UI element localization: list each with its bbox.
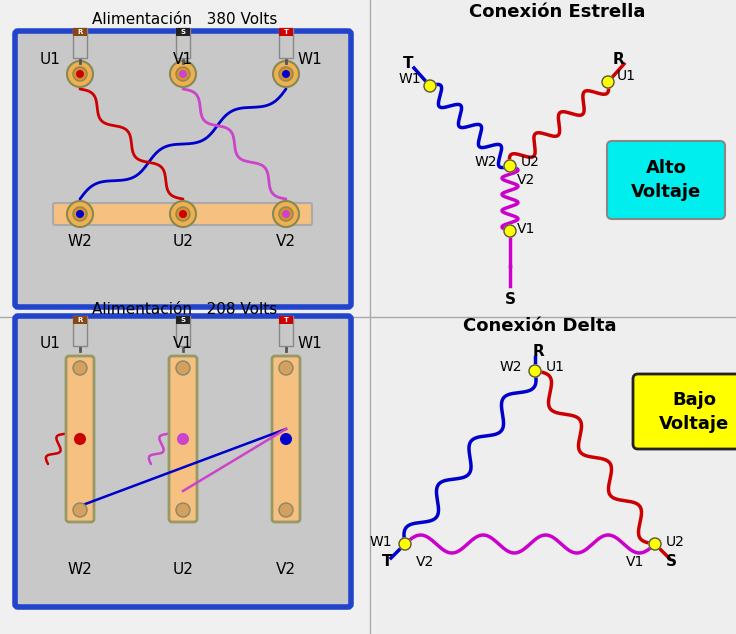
FancyBboxPatch shape [15,316,351,607]
Text: Conexión Delta: Conexión Delta [463,317,617,335]
Text: V2: V2 [416,555,434,569]
Text: Bajo
Voltaje: Bajo Voltaje [659,391,729,433]
Bar [279,28,293,36]
Text: U2: U2 [665,535,684,549]
Text: W1: W1 [399,72,421,86]
Text: U1: U1 [617,69,635,83]
Bar [176,316,190,324]
Text: W1: W1 [297,51,322,67]
Bar [279,28,293,58]
Text: U1: U1 [40,51,60,67]
Bar [279,316,293,346]
Text: U1: U1 [40,337,60,351]
Circle shape [176,503,190,517]
Text: V1: V1 [626,555,644,569]
Bar [375,0,736,317]
Circle shape [424,80,436,92]
Text: W2: W2 [500,360,523,374]
Circle shape [279,67,293,81]
Circle shape [73,207,87,221]
Circle shape [76,70,84,78]
Circle shape [177,433,189,445]
Circle shape [73,361,87,375]
Circle shape [279,361,293,375]
Circle shape [282,210,290,218]
Circle shape [170,201,196,227]
Text: W2: W2 [475,155,498,169]
Text: W1: W1 [297,337,322,351]
Text: R: R [77,29,82,35]
Circle shape [74,433,86,445]
Bar [279,316,293,324]
Text: S: S [180,317,185,323]
Bar [176,316,190,346]
Text: T: T [283,317,289,323]
Text: T: T [283,29,289,35]
Text: R: R [612,53,624,67]
FancyBboxPatch shape [633,374,736,449]
FancyBboxPatch shape [53,203,312,225]
Text: U1: U1 [545,360,565,374]
Text: U2: U2 [172,235,194,250]
Text: Alto
Voltaje: Alto Voltaje [631,159,701,201]
Bar [73,28,87,36]
Text: V2: V2 [276,235,296,250]
Circle shape [76,210,84,218]
Bar [176,28,190,36]
Circle shape [67,201,93,227]
Bar [176,28,190,58]
Circle shape [280,433,292,445]
Text: W2: W2 [68,562,93,576]
FancyBboxPatch shape [272,356,300,522]
Text: Alimentación   208 Volts: Alimentación 208 Volts [93,302,277,316]
Text: V2: V2 [517,173,535,187]
Text: S: S [504,292,515,307]
Bar [73,316,87,346]
Circle shape [176,361,190,375]
Circle shape [504,225,516,237]
Circle shape [282,70,290,78]
Circle shape [399,538,411,550]
Circle shape [67,61,93,87]
Circle shape [170,61,196,87]
Text: T: T [382,555,392,569]
Circle shape [179,70,187,78]
Text: T: T [403,56,413,72]
Text: Conexión Estrella: Conexión Estrella [469,3,645,21]
Text: Alimentación   380 Volts: Alimentación 380 Volts [92,11,277,27]
Text: S: S [665,555,676,569]
Text: W1: W1 [369,535,392,549]
Text: R: R [533,344,545,358]
Bar [73,28,87,58]
Text: U2: U2 [520,155,539,169]
Text: V1: V1 [173,337,193,351]
Circle shape [273,61,299,87]
Text: S: S [180,29,185,35]
Circle shape [279,503,293,517]
Circle shape [529,365,541,377]
Circle shape [279,207,293,221]
Bar [73,316,87,324]
Circle shape [176,67,190,81]
Circle shape [179,210,187,218]
Circle shape [176,207,190,221]
Text: V1: V1 [173,51,193,67]
Circle shape [504,160,516,172]
Text: V2: V2 [276,562,296,576]
Bar [375,317,736,634]
Circle shape [273,201,299,227]
Circle shape [73,67,87,81]
Text: R: R [77,317,82,323]
Text: W2: W2 [68,235,93,250]
FancyBboxPatch shape [607,141,725,219]
Text: V1: V1 [517,222,535,236]
FancyBboxPatch shape [169,356,197,522]
FancyBboxPatch shape [66,356,94,522]
Circle shape [73,503,87,517]
FancyBboxPatch shape [15,31,351,307]
Circle shape [649,538,661,550]
Text: U2: U2 [172,562,194,576]
Circle shape [602,76,614,88]
